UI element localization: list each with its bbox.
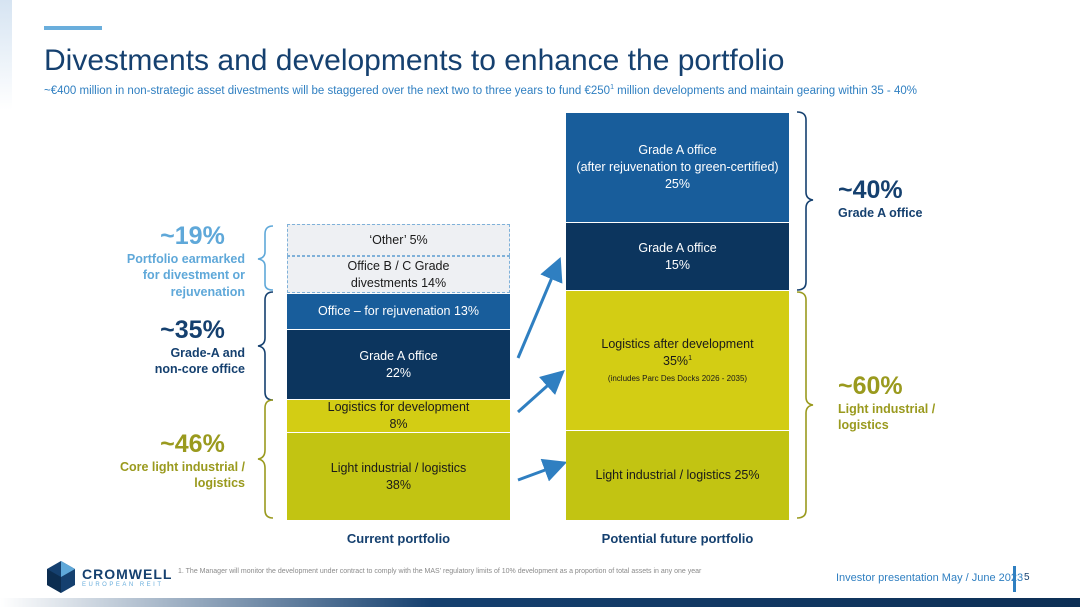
- segment-green-label-2: (after rejuvenation to green-certified): [576, 160, 779, 175]
- segment-bc-label-1: Office B / C Grade: [347, 258, 450, 273]
- divest-desc-line: Portfolio earmarked: [126, 252, 245, 266]
- corner-decoration: [0, 0, 12, 110]
- title-accent-line: [44, 26, 102, 30]
- left-group-logistics: ~46% Core light industrial / logistics: [100, 430, 245, 492]
- brace-grade-a: [796, 111, 814, 291]
- segment-light-future-label: Light industrial / logistics 25%: [595, 468, 760, 483]
- future-portfolio-column: Grade A office (after rejuvenation to gr…: [566, 112, 789, 520]
- segment-grade-a-future-label-2: 15%: [664, 257, 691, 272]
- segment-grade-a-green: Grade A office (after rejuvenation to gr…: [566, 112, 789, 222]
- segment-bc-divestments: Office B / C Grade divestments 14%: [287, 256, 510, 293]
- segment-other: ‘Other’ 5%: [287, 224, 510, 256]
- segment-rejuv-label: Office – for rejuvenation 13%: [318, 304, 479, 319]
- page-title: Divestments and developments to enhance …: [44, 44, 785, 77]
- page-number: 5: [1024, 572, 1030, 583]
- brace-divest: [257, 225, 274, 291]
- right-group-grade-a: ~40% Grade A office: [838, 176, 923, 221]
- light-desc-line: logistics: [838, 418, 889, 433]
- segment-green-label-1: Grade A office: [638, 143, 717, 158]
- logo-name: CROMWELL: [82, 566, 173, 582]
- brace-office: [257, 291, 274, 401]
- segment-grade-a-label-1: Grade A office: [359, 348, 438, 363]
- segment-logdev-label-2: 8%: [389, 417, 408, 431]
- right-group-light-industrial: ~60% Light industrial / logistics: [838, 372, 935, 434]
- segment-office-rejuvenation: Office – for rejuvenation 13%: [287, 293, 510, 329]
- cromwell-logo-icon: [47, 561, 75, 593]
- segment-logistics-after-development: Logistics after development 35%1 (includ…: [566, 290, 789, 430]
- light-desc-line: Light industrial /: [838, 402, 936, 416]
- page-subtitle: ~€400 million in non-strategic asset div…: [44, 84, 917, 97]
- logo-subtitle: EUROPEAN REIT: [82, 582, 164, 588]
- grade-a-desc: Grade A office: [838, 206, 923, 220]
- brace-logistics: [257, 399, 274, 519]
- segment-light-industrial-current: Light industrial / logistics 38%: [287, 432, 510, 520]
- segment-light-label-1: Light industrial / logistics: [330, 460, 467, 475]
- pct-19: ~19%: [160, 222, 225, 250]
- footnote: 1. The Manager will monitor the developm…: [178, 568, 702, 575]
- current-portfolio-column: ‘Other’ 5% Office B / C Grade divestment…: [287, 224, 510, 520]
- arrow-lower: [517, 458, 568, 482]
- segment-grade-a-future-label-1: Grade A office: [638, 240, 717, 255]
- segment-bc-label-2: divestments 14%: [350, 275, 447, 290]
- logistics-desc-line: logistics: [194, 476, 245, 491]
- axis-label-current: Current portfolio: [346, 531, 451, 546]
- segment-logafter-label-2: 35%1: [663, 354, 692, 369]
- segment-grade-a-current: Grade A office 22%: [287, 329, 510, 399]
- segment-other-label: ‘Other’ 5%: [369, 232, 428, 247]
- arrow-middle: [516, 369, 565, 414]
- office-desc-line: non-core office: [154, 362, 245, 377]
- pct-46: ~46%: [160, 430, 225, 458]
- segment-logafter-note: (includes Parc Des Docks 2026 - 2035): [607, 373, 748, 383]
- left-group-divest: ~19% Portfolio earmarked for divestment …: [100, 222, 245, 300]
- segment-grade-a-future: Grade A office 15%: [566, 222, 789, 290]
- segment-green-label-3: 25%: [664, 176, 691, 191]
- segment-light-label-2: 38%: [385, 477, 412, 492]
- axis-label-future: Potential future portfolio: [601, 531, 754, 546]
- segment-light-industrial-future: Light industrial / logistics 25%: [566, 430, 789, 520]
- segment-logafter-label-1: Logistics after development: [601, 337, 754, 352]
- divest-desc-line: rejuvenation: [170, 284, 245, 299]
- footer-divider: [1013, 566, 1016, 592]
- segment-logdev-label-1: Logistics for development: [327, 400, 470, 415]
- pct-35: ~35%: [160, 316, 225, 344]
- segment-grade-a-label-2: 22%: [385, 365, 412, 380]
- bottom-strip: [0, 598, 1080, 607]
- divest-desc-line: for divestment or: [142, 268, 245, 283]
- pct-60: ~60%: [838, 372, 903, 400]
- logistics-desc-line: Core light industrial /: [119, 460, 245, 474]
- arrow-upper: [516, 256, 563, 359]
- office-desc-line: Grade-A and: [170, 346, 245, 360]
- left-group-office: ~35% Grade-A and non-core office: [100, 316, 245, 378]
- footer-presentation-label: Investor presentation May / June 2023: [836, 572, 1024, 584]
- segment-logistics-development: Logistics for development 8%: [287, 399, 510, 432]
- brace-light-industrial: [796, 291, 814, 519]
- pct-40: ~40%: [838, 176, 903, 204]
